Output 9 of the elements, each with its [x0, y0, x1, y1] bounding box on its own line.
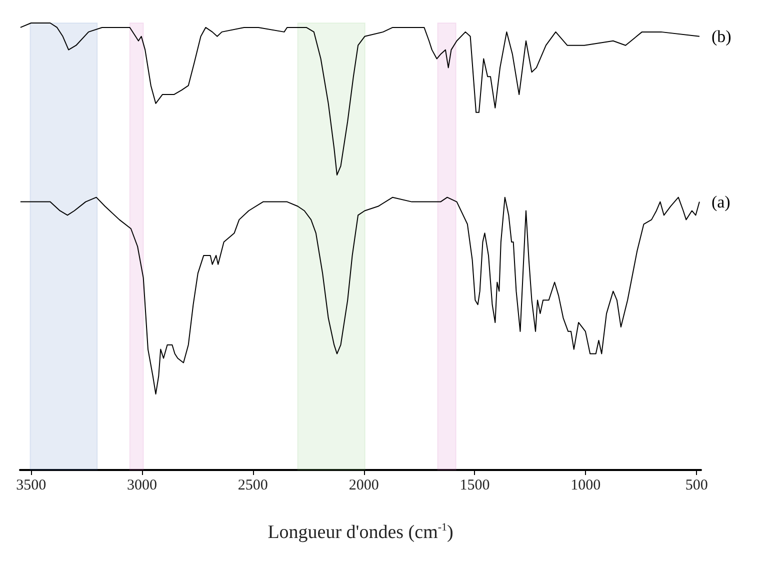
x-tick-label: 500 [685, 478, 708, 494]
series-label: (b) [711, 26, 732, 46]
series-label: (a) [711, 192, 730, 212]
x-tick-label: 2500 [238, 478, 268, 494]
x-tick-label: 1000 [570, 478, 601, 494]
x-tick-label: 2000 [348, 478, 379, 494]
x-tick-label: 1500 [460, 478, 490, 494]
x-tick-label: 3500 [16, 478, 46, 494]
x-tick-label: 3000 [127, 478, 158, 494]
